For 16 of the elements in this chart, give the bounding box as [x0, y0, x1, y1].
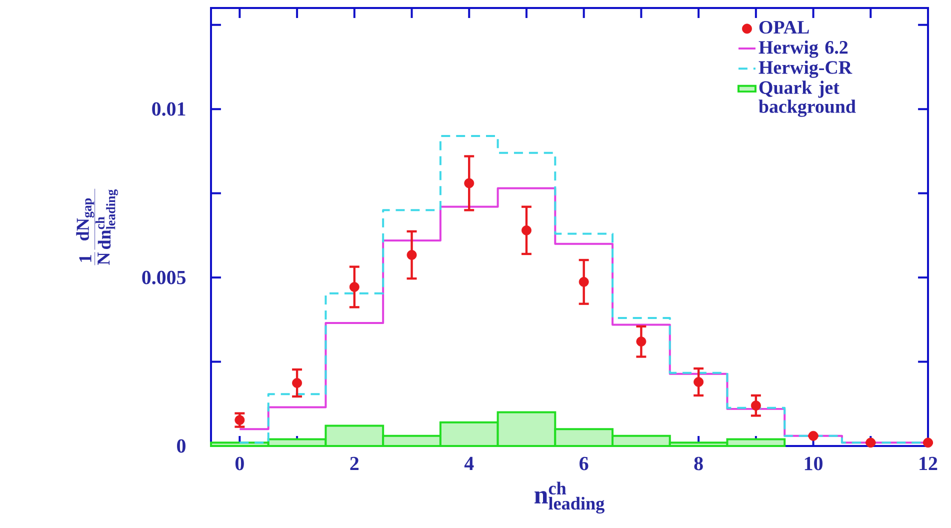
x-tick-label: 8	[694, 456, 703, 470]
y-tick-label: 0.005	[142, 270, 186, 284]
x-axis-title: $\mathbf{n^{ch}_{leading}}$	[534, 482, 604, 514]
x-tick-label: 6	[580, 456, 588, 470]
y-tick-label: 0	[177, 439, 186, 453]
y-axis-title: $\mathbf{\frac{1}{N}\frac{dN_{gap}}{dn^{ch}_{leading}}}$	[76, 188, 118, 266]
legend-label: Herwig 6.2	[758, 40, 848, 58]
y-tick-label: 0.01	[152, 102, 186, 116]
x-tick-label: 12	[920, 456, 938, 470]
x-tick-label: 4	[464, 456, 474, 470]
x-tick-label: 2	[350, 456, 359, 470]
x-tick-label: 10	[804, 456, 822, 470]
legend-label: Herwig-CR	[758, 60, 852, 78]
legend-label: OPAL	[759, 20, 809, 34]
legend-label: Quark jet background	[758, 80, 856, 117]
x-tick-label: 0	[235, 456, 244, 470]
